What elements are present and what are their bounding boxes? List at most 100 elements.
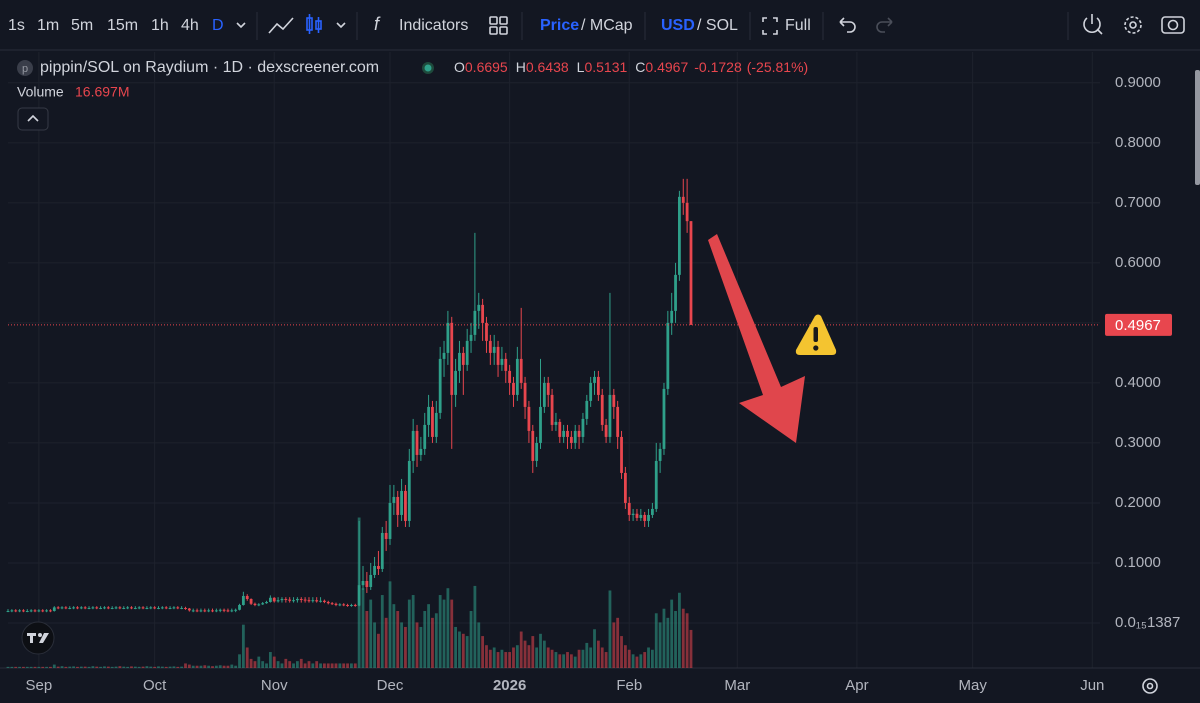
volume-bar bbox=[323, 663, 326, 668]
volume-bar bbox=[369, 599, 373, 668]
candle-body bbox=[377, 565, 380, 569]
volume-bar bbox=[566, 652, 569, 668]
symbol-icon bbox=[17, 60, 33, 76]
interval-active[interactable]: D bbox=[212, 17, 224, 34]
chevron[interactable] bbox=[336, 22, 346, 29]
volume-bar bbox=[160, 666, 164, 668]
candle-body bbox=[585, 400, 589, 419]
volume-bar bbox=[519, 631, 523, 668]
volume-bar bbox=[523, 640, 527, 668]
candle-body bbox=[311, 600, 315, 602]
interval[interactable]: 4h bbox=[181, 17, 199, 34]
volume-bar bbox=[338, 663, 342, 668]
full[interactable]: Full bbox=[785, 17, 811, 34]
candle-body bbox=[411, 430, 415, 461]
candle-body bbox=[284, 598, 288, 600]
volume-bar bbox=[654, 613, 658, 668]
candle-body bbox=[419, 448, 423, 455]
candle-body bbox=[658, 448, 662, 461]
collapse-button[interactable] bbox=[17, 107, 49, 131]
volume-bar bbox=[253, 661, 257, 668]
volume-bar bbox=[307, 661, 311, 668]
volume-bar bbox=[639, 654, 643, 668]
interval[interactable]: 15m bbox=[107, 17, 138, 34]
line-icon[interactable] bbox=[268, 17, 294, 34]
price-toggle[interactable]: Price bbox=[540, 17, 579, 34]
volume-bar bbox=[106, 666, 110, 668]
interval[interactable]: 1m bbox=[37, 17, 59, 34]
candle-body bbox=[577, 430, 581, 437]
camera-icon[interactable] bbox=[1161, 16, 1185, 34]
volume-bar bbox=[365, 611, 369, 668]
redo[interactable] bbox=[876, 17, 893, 33]
volume-bar bbox=[6, 666, 10, 668]
volume-bar bbox=[427, 604, 430, 668]
candle-body bbox=[214, 610, 218, 612]
candle-body bbox=[488, 340, 492, 353]
candle-body bbox=[623, 472, 627, 503]
volume-bar bbox=[103, 666, 106, 668]
volume-bar bbox=[681, 608, 685, 668]
alert-icon[interactable] bbox=[1083, 14, 1103, 35]
volume-bar bbox=[257, 656, 261, 668]
volume-bar bbox=[573, 656, 577, 668]
axis-settings-icon[interactable] bbox=[1142, 678, 1158, 694]
full-icon[interactable] bbox=[762, 17, 778, 35]
volume-bar bbox=[404, 626, 407, 668]
indicators[interactable]: Indicators bbox=[399, 17, 468, 34]
candle-body bbox=[33, 610, 37, 612]
interval[interactable]: 5m bbox=[71, 17, 93, 34]
candle-icon[interactable] bbox=[306, 14, 322, 34]
volume-bar bbox=[438, 595, 442, 668]
candle-body bbox=[122, 607, 126, 609]
candle-body bbox=[400, 490, 403, 515]
candle-body bbox=[52, 607, 56, 611]
candle-body bbox=[25, 610, 29, 612]
candle-body bbox=[268, 597, 272, 602]
candle-body bbox=[647, 514, 650, 521]
volume-bar bbox=[415, 622, 419, 668]
volume-bar bbox=[473, 585, 477, 668]
candle-body bbox=[130, 607, 133, 609]
candle-body bbox=[303, 599, 307, 601]
chevron[interactable] bbox=[236, 22, 246, 29]
volume-bar bbox=[72, 666, 75, 668]
settings-icon[interactable] bbox=[1124, 16, 1142, 34]
scrollbar[interactable] bbox=[1195, 70, 1200, 185]
volume-bar bbox=[199, 665, 203, 668]
candle-body bbox=[500, 358, 504, 365]
y-tick-label: 0.2000 bbox=[1115, 494, 1161, 511]
collapse-chevron[interactable] bbox=[27, 114, 39, 122]
candle-body bbox=[10, 610, 14, 612]
candle-body bbox=[265, 601, 268, 604]
candle-body bbox=[396, 496, 400, 515]
usd-toggle[interactable]: USD bbox=[661, 17, 695, 34]
fx-icon[interactable]: f bbox=[374, 14, 381, 34]
candle-body bbox=[431, 406, 434, 437]
volume-bar bbox=[284, 658, 288, 668]
y-tick-label: 0.8000 bbox=[1115, 134, 1161, 151]
interval[interactable]: 1h bbox=[151, 17, 169, 34]
volume-bar bbox=[600, 647, 604, 668]
candle-body bbox=[83, 607, 87, 609]
candle-body bbox=[218, 609, 222, 611]
layout-icon[interactable] bbox=[489, 16, 508, 35]
volume-bar bbox=[458, 631, 461, 668]
volume-bar bbox=[647, 647, 650, 668]
candle-body bbox=[323, 600, 326, 602]
volume-bar bbox=[280, 663, 284, 668]
interval[interactable]: 1s bbox=[8, 17, 25, 34]
ohlc-value: 0.6695 bbox=[465, 59, 508, 75]
candle-body bbox=[133, 607, 137, 609]
volume-bar bbox=[627, 649, 631, 668]
candle-body bbox=[299, 598, 303, 600]
sol-toggle[interactable]: / SOL bbox=[697, 17, 738, 34]
candle-body bbox=[678, 196, 681, 275]
candle-body bbox=[176, 607, 180, 609]
candle-body bbox=[288, 599, 292, 601]
mcap-toggle[interactable]: / MCap bbox=[581, 17, 633, 34]
undo[interactable] bbox=[839, 17, 856, 33]
candle-body bbox=[458, 352, 461, 371]
candle-body bbox=[234, 609, 238, 611]
